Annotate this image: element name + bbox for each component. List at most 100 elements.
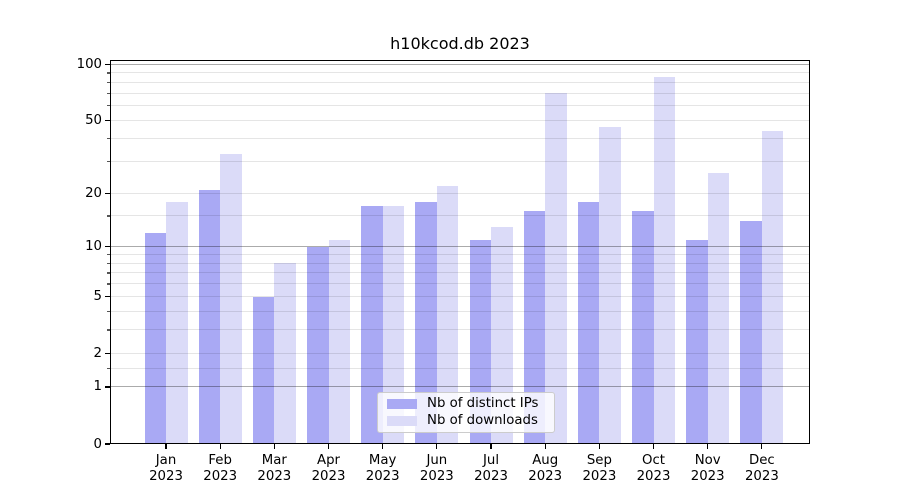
gridline-minor bbox=[110, 329, 810, 331]
bar-distinct-ips-may bbox=[361, 206, 383, 444]
gridline-minor bbox=[110, 311, 810, 313]
x-tick bbox=[273, 444, 275, 449]
gridline-minor bbox=[110, 353, 810, 355]
x-tick bbox=[652, 444, 655, 449]
gridline-major bbox=[110, 246, 810, 248]
y-minor-tick bbox=[107, 254, 110, 256]
x-tick bbox=[165, 444, 167, 449]
x-tick bbox=[707, 444, 709, 449]
x-tick-label-jul: Jul 2023 bbox=[474, 452, 508, 484]
gridline-minor bbox=[110, 215, 810, 217]
bar-downloads-feb bbox=[220, 153, 242, 444]
bar-downloads-jun bbox=[436, 186, 459, 444]
gridline-major bbox=[110, 386, 810, 388]
legend-swatch-distinct-ips bbox=[387, 398, 417, 409]
gridline-minor bbox=[110, 160, 810, 162]
y-tick bbox=[105, 386, 110, 388]
bar-distinct-ips-sep bbox=[577, 201, 600, 444]
y-tick-label: 100 bbox=[76, 56, 102, 72]
y-tick bbox=[105, 295, 110, 298]
bar-downloads-sep bbox=[599, 127, 621, 444]
bar-downloads-oct bbox=[653, 77, 676, 444]
legend-label-downloads: Nb of downloads bbox=[427, 413, 538, 429]
bar-downloads-apr bbox=[328, 239, 350, 444]
y-minor-tick bbox=[107, 272, 110, 274]
x-tick bbox=[761, 444, 763, 449]
gridline-minor bbox=[110, 272, 810, 274]
y-minor-tick bbox=[107, 368, 110, 370]
y-minor-tick bbox=[107, 283, 110, 285]
y-tick bbox=[105, 119, 110, 122]
y-minor-tick bbox=[107, 262, 110, 264]
chart-title: h10kcod.db 2023 bbox=[390, 34, 530, 53]
gridline-minor bbox=[110, 368, 810, 370]
y-tick-label: 0 bbox=[93, 436, 102, 452]
bar-distinct-ips-jan bbox=[144, 232, 166, 444]
x-tick bbox=[598, 444, 600, 449]
gridline-minor bbox=[110, 92, 810, 94]
gridline-minor bbox=[110, 81, 810, 83]
bar-downloads-aug bbox=[545, 93, 567, 444]
y-minor-tick bbox=[107, 105, 110, 107]
x-tick-label-nov: Nov 2023 bbox=[690, 452, 725, 484]
legend-item-distinct-ips: Nb of distinct IPs bbox=[378, 395, 554, 411]
gridline-minor bbox=[110, 137, 810, 139]
y-minor-tick bbox=[107, 137, 110, 140]
bar-distinct-ips-feb bbox=[198, 189, 221, 444]
y-minor-tick bbox=[107, 311, 110, 313]
gridline-minor bbox=[110, 296, 810, 298]
y-minor-tick bbox=[107, 72, 110, 74]
y-tick bbox=[105, 246, 110, 248]
gridline-minor bbox=[110, 254, 810, 256]
y-minor-tick bbox=[107, 81, 110, 84]
gridline-minor bbox=[110, 105, 810, 107]
x-tick-label-jan: Jan 2023 bbox=[149, 452, 183, 484]
x-tick-label-oct: Oct 2023 bbox=[636, 452, 671, 484]
y-tick-label: 10 bbox=[85, 239, 102, 255]
bar-distinct-ips-nov bbox=[686, 239, 708, 444]
x-tick bbox=[382, 444, 384, 449]
x-tick-label-feb: Feb 2023 bbox=[203, 452, 238, 484]
y-tick bbox=[105, 353, 110, 355]
x-tick bbox=[327, 444, 330, 449]
y-tick-label: 2 bbox=[93, 346, 102, 362]
gridline-minor bbox=[110, 283, 810, 285]
y-minor-tick bbox=[107, 160, 110, 163]
bar-distinct-ips-oct bbox=[632, 210, 654, 444]
legend-item-downloads: Nb of downloads bbox=[378, 414, 554, 428]
x-tick-label-dec: Dec 2023 bbox=[744, 452, 779, 484]
gridline-minor bbox=[110, 72, 810, 74]
x-tick bbox=[490, 444, 492, 449]
y-tick-label: 5 bbox=[93, 289, 102, 305]
plot-area: 0 1 2 5 10 20 50 100 Jan 2023 Feb 2023 Mar 2023 Ap… bbox=[77, 57, 810, 484]
y-minor-tick bbox=[107, 215, 110, 217]
bar-downloads-dec bbox=[761, 130, 784, 444]
x-tick bbox=[436, 444, 438, 449]
x-tick-label-mar: Mar 2023 bbox=[257, 452, 292, 484]
bar-downloads-jan bbox=[166, 201, 188, 444]
y-tick bbox=[105, 192, 110, 195]
y-tick-label: 1 bbox=[93, 379, 102, 395]
x-tick-label-may: May 2023 bbox=[365, 452, 400, 484]
y-tick-label: 20 bbox=[85, 185, 102, 201]
x-tick-label-jun: Jun 2023 bbox=[419, 452, 454, 484]
bar-distinct-ips-aug bbox=[523, 210, 546, 444]
bar-distinct-ips-mar bbox=[252, 296, 275, 444]
gridline-minor bbox=[110, 192, 810, 194]
bar-distinct-ips-jun bbox=[415, 201, 437, 444]
bar-downloads-nov bbox=[707, 172, 730, 444]
y-minor-tick bbox=[107, 329, 110, 331]
bar-downloads-may bbox=[382, 206, 405, 444]
x-tick-label-aug: Aug 2023 bbox=[528, 452, 563, 484]
x-tick bbox=[219, 444, 221, 449]
bar-downloads-jul bbox=[491, 226, 513, 444]
gridline-minor bbox=[110, 262, 810, 264]
bar-distinct-ips-apr bbox=[307, 246, 329, 444]
y-tick bbox=[105, 63, 110, 65]
bar-distinct-ips-dec bbox=[740, 221, 762, 444]
gridline-minor bbox=[110, 119, 810, 121]
y-tick-label: 50 bbox=[85, 112, 102, 128]
y-tick bbox=[105, 443, 110, 445]
legend-label-distinct-ips: Nb of distinct IPs bbox=[427, 395, 539, 411]
